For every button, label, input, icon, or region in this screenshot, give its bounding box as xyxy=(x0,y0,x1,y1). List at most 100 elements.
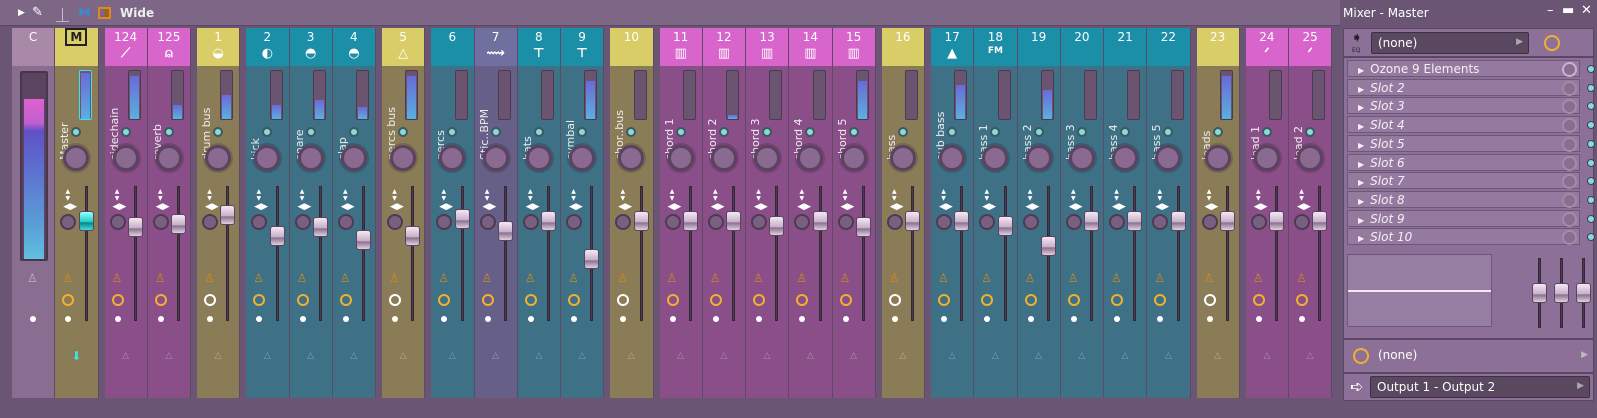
stereo-separation-knob[interactable] xyxy=(707,214,724,230)
volume-fader[interactable] xyxy=(497,221,513,241)
lamp-icon[interactable]: ♙ xyxy=(1024,271,1036,285)
lamp-icon[interactable]: ♙ xyxy=(568,271,579,285)
send-arrow-icon[interactable]: △ xyxy=(991,351,999,361)
clock-icon[interactable] xyxy=(111,294,124,306)
lamp-icon[interactable]: ♙ xyxy=(796,271,808,285)
route-indicator[interactable] xyxy=(305,127,316,137)
clock-icon[interactable] xyxy=(796,294,809,306)
stereo-separation-knob[interactable] xyxy=(1201,214,1218,230)
route-indicator[interactable] xyxy=(1076,127,1087,137)
stereo-separation-knob[interactable] xyxy=(979,214,996,230)
clock-icon[interactable] xyxy=(339,294,352,306)
send-arrow-icon[interactable]: △ xyxy=(350,351,358,361)
lamp-icon[interactable]: ♙ xyxy=(1203,271,1215,285)
mix-knob[interactable] xyxy=(1562,80,1577,96)
send-arrow-icon[interactable]: △ xyxy=(122,351,130,361)
route-indicator[interactable] xyxy=(1163,127,1174,137)
swap-vertical-icon[interactable]: ▲▼ xyxy=(841,188,849,202)
clock-icon[interactable] xyxy=(253,294,266,306)
stereo-separation-knob[interactable] xyxy=(479,214,496,230)
swap-vertical-icon[interactable]: ▲▼ xyxy=(526,188,534,202)
volume-fader[interactable] xyxy=(454,208,470,229)
route-indicator[interactable] xyxy=(398,127,409,137)
expand-arrow-icon[interactable]: ▶ xyxy=(1358,140,1365,150)
track-header[interactable]: 13 ▥ xyxy=(746,28,789,66)
route-indicator[interactable] xyxy=(805,127,816,137)
track-header[interactable]: 21 xyxy=(1104,28,1147,66)
stereo-separation-knob[interactable] xyxy=(1294,214,1310,230)
mix-knob[interactable] xyxy=(1562,62,1577,77)
clock-icon[interactable] xyxy=(1353,348,1369,364)
clock-icon[interactable] xyxy=(296,294,309,306)
stereo-separation-knob[interactable] xyxy=(436,214,453,230)
send-arrow-icon[interactable]: △ xyxy=(1078,351,1086,361)
volume-fader[interactable] xyxy=(633,211,649,231)
mixer-track-1[interactable]: 1 ◒ drum bus ▲▼ ◀▶ ♙ △ xyxy=(197,28,241,398)
clock-icon[interactable] xyxy=(1154,294,1167,306)
route-indicator[interactable] xyxy=(1033,127,1044,137)
route-indicator[interactable] xyxy=(897,127,908,137)
mixer-track-21[interactable]: 21 bass 4 ▲▼ ◀▶ ♙ △ xyxy=(1104,28,1148,398)
pan-knob[interactable] xyxy=(112,145,139,171)
clock-icon[interactable] xyxy=(888,294,901,306)
pan-knob[interactable] xyxy=(297,145,324,171)
volume-fader[interactable] xyxy=(1040,236,1056,256)
pan-knob[interactable] xyxy=(889,145,916,171)
send-arrow-icon[interactable]: △ xyxy=(720,351,728,361)
swap-horizontal-icon[interactable]: ◀▶ xyxy=(569,202,583,212)
clock-icon[interactable] xyxy=(154,294,167,306)
mix-knob[interactable] xyxy=(1562,99,1577,115)
stereo-separation-knob[interactable] xyxy=(387,214,403,230)
mixer-track-23[interactable]: 23 leads ▲▼ ◀▶ ♙ △ xyxy=(1196,28,1240,398)
track-header[interactable]: M xyxy=(55,28,98,66)
swap-vertical-icon[interactable]: ▲▼ xyxy=(341,188,349,202)
stereo-separation-knob[interactable] xyxy=(1250,214,1267,230)
clock-icon[interactable] xyxy=(481,294,494,306)
mix-knob[interactable] xyxy=(1562,174,1577,190)
lamp-icon[interactable]: ♙ xyxy=(666,271,678,285)
swap-horizontal-icon[interactable]: ◀▶ xyxy=(205,202,219,212)
route-indicator[interactable] xyxy=(533,127,544,137)
lamp-icon[interactable]: ♙ xyxy=(481,271,493,285)
stereo-separation-knob[interactable] xyxy=(251,214,268,230)
swap-vertical-icon[interactable]: ▲▼ xyxy=(668,188,676,202)
send-arrow-icon[interactable]: △ xyxy=(948,351,956,361)
lamp-icon[interactable]: ♙ xyxy=(938,271,949,285)
stereo-separation-knob[interactable] xyxy=(109,214,126,230)
track-header[interactable]: 12 ▥ xyxy=(702,28,745,66)
stereo-separation-knob[interactable] xyxy=(664,214,681,230)
lamp-icon[interactable]: ♙ xyxy=(524,271,536,285)
volume-fader[interactable] xyxy=(905,211,920,231)
slot-enable-toggle[interactable] xyxy=(1587,65,1595,73)
track-header[interactable]: 11 ▥ xyxy=(659,28,702,66)
volume-fader[interactable] xyxy=(1312,211,1328,231)
lamp-icon[interactable]: ♙ xyxy=(204,271,215,285)
swap-horizontal-icon[interactable]: ◀▶ xyxy=(297,202,312,212)
mixer-track-8[interactable]: 8 ⊤ hats ▲▼ ◀▶ ♙ △ xyxy=(517,28,561,398)
clock-icon[interactable] xyxy=(524,294,537,306)
route-indicator[interactable] xyxy=(348,127,359,137)
clock-icon[interactable] xyxy=(981,294,994,306)
swap-vertical-icon[interactable]: ▲▼ xyxy=(1026,188,1034,202)
track-header[interactable]: 25 ᐟ xyxy=(1289,28,1332,66)
mixer-track-2[interactable]: 2◐kick▲▼◀▶♙△ xyxy=(246,28,290,398)
pan-knob[interactable] xyxy=(667,145,694,171)
volume-fader[interactable] xyxy=(769,216,785,236)
swap-vertical-icon[interactable]: ▲▼ xyxy=(255,188,263,202)
send-arrow-icon[interactable]: △ xyxy=(535,351,543,361)
lamp-icon[interactable]: ♙ xyxy=(253,271,265,285)
mixer-track-13[interactable]: 13 ▥ chord 3 ▲▼ ◀▶ ♙ △ xyxy=(746,28,790,398)
stereo-separation-knob[interactable] xyxy=(1152,214,1169,230)
slot-enable-toggle[interactable] xyxy=(1587,83,1595,92)
track-header[interactable]: 17 ▲ xyxy=(931,28,974,66)
volume-fader[interactable] xyxy=(1269,211,1284,231)
stereo-separation-knob[interactable] xyxy=(794,214,811,230)
mixer-track-20[interactable]: 20 bass 3 ▲▼ ◀▶ ♙ △ xyxy=(1060,28,1104,398)
mixer-track-4[interactable]: 4 ◓ clap ▲▼ ◀▶ ♙ △ xyxy=(332,28,376,398)
swap-horizontal-icon[interactable]: ◀▶ xyxy=(1253,202,1268,212)
pan-knob[interactable] xyxy=(710,145,737,171)
swap-vertical-icon[interactable]: ▲▼ xyxy=(156,188,164,202)
swap-horizontal-icon[interactable]: ◀▶ xyxy=(254,202,269,212)
clock-icon[interactable] xyxy=(1111,294,1123,306)
fx-slot[interactable]: ▶ Slot 5 xyxy=(1347,134,1580,152)
